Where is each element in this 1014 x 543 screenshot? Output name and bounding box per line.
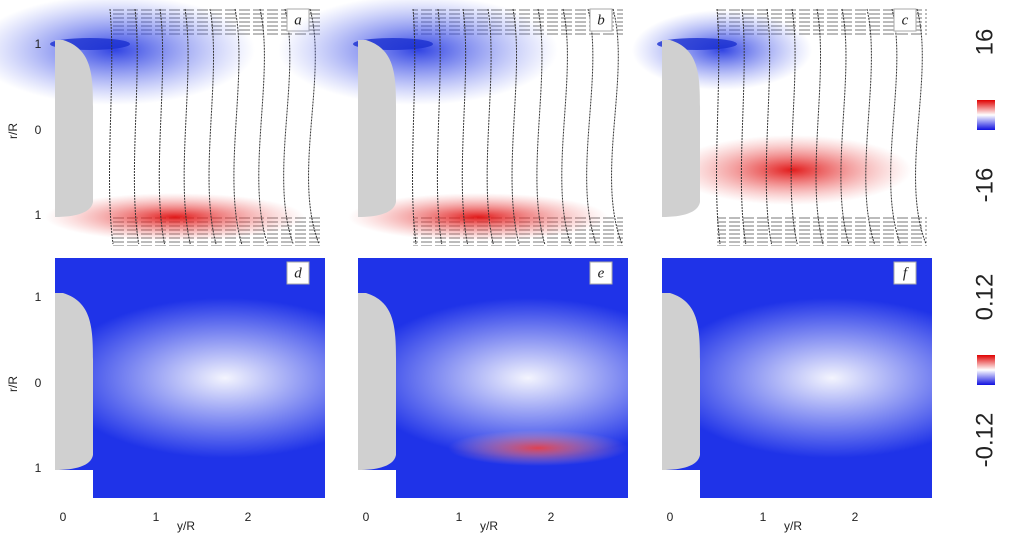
y-tick-label: 1: [35, 461, 42, 475]
negative-vorticity: [278, 0, 558, 105]
lower-gap: [662, 470, 700, 498]
y-tick-label: 0: [35, 123, 42, 137]
colorbar: [977, 100, 995, 130]
shear-field: [55, 298, 395, 458]
colorbar-label: -0.12: [971, 413, 998, 468]
panel: c: [632, 5, 932, 248]
body: [55, 293, 94, 470]
panel-label: a: [294, 12, 302, 28]
velocity-profile: [865, 8, 875, 245]
velocity-profile: [536, 8, 546, 245]
velocity-profile: [233, 8, 243, 245]
y-tick-label: 1: [35, 208, 42, 222]
velocity-profile: [208, 8, 217, 245]
velocity-profile: [840, 8, 850, 245]
x-tick-label: 0: [363, 510, 370, 524]
velocity-profile: [158, 8, 165, 245]
velocity-profile: [890, 8, 901, 245]
x-axis-label: y/R: [480, 519, 498, 533]
panel-label: b: [597, 12, 605, 28]
body: [662, 40, 701, 217]
y-axis-label: r/R: [6, 376, 20, 392]
x-tick-label: 2: [852, 510, 859, 524]
velocity-profile: [815, 8, 824, 245]
x-axis-label: y/R: [177, 519, 195, 533]
body: [358, 40, 397, 217]
x-tick-label: 2: [548, 510, 555, 524]
negative-vorticity: [632, 10, 812, 90]
velocity-profile: [765, 8, 772, 245]
velocity-profile: [412, 8, 417, 245]
velocity-profile: [109, 8, 114, 245]
panel-label: f: [903, 265, 909, 281]
panel-label-box: [589, 8, 613, 32]
vector-hatch: [717, 217, 927, 246]
panel-label: c: [902, 12, 909, 28]
y-tick-label: 1: [35, 37, 42, 51]
body: [662, 293, 701, 470]
panel-label: e: [598, 265, 605, 281]
body: [358, 293, 397, 470]
panel: e: [358, 258, 698, 498]
panel-label: d: [294, 265, 302, 281]
x-tick-label: 0: [60, 510, 67, 524]
velocity-profile: [511, 8, 520, 245]
y-tick-label: 0: [35, 376, 42, 390]
velocity-profile: [436, 8, 443, 245]
velocity-profile: [740, 8, 747, 245]
shear-field: [358, 298, 698, 458]
y-axis-label: r/R: [6, 123, 20, 139]
panel-label-box: [893, 8, 917, 32]
lower-gap: [55, 470, 93, 498]
panel: f: [662, 258, 1002, 498]
lower-gap: [358, 470, 396, 498]
velocity-profile: [611, 8, 623, 245]
x-tick-label: 0: [667, 510, 674, 524]
panel-label-box: [589, 261, 613, 285]
body: [55, 40, 94, 217]
positive-vorticity: [672, 135, 912, 205]
velocity-profile: [461, 8, 468, 245]
panel: d: [55, 258, 395, 498]
velocity-profile: [183, 8, 191, 245]
velocity-profile: [716, 8, 721, 245]
velocity-profile: [283, 8, 294, 245]
x-tick-label: 1: [456, 510, 463, 524]
shear-field: [662, 298, 1002, 458]
velocity-profile: [133, 8, 140, 245]
velocity-profile: [561, 8, 571, 245]
velocity-profile: [790, 8, 798, 245]
x-tick-label: 1: [153, 510, 160, 524]
colorbar-label: 0.12: [971, 274, 998, 321]
colorbar: [977, 355, 995, 385]
y-tick-label: 1: [35, 290, 42, 304]
positive-region: [448, 430, 628, 466]
panel-label-box: [286, 261, 310, 285]
velocity-profile: [258, 8, 268, 245]
panel: a: [0, 0, 325, 248]
panel-label-box: [893, 261, 917, 285]
x-tick-label: 2: [245, 510, 252, 524]
velocity-profile: [486, 8, 494, 245]
colorbar-label: 16: [971, 29, 998, 56]
colorbar-label: -16: [971, 168, 998, 203]
x-axis-label: y/R: [784, 519, 802, 533]
velocity-profile: [915, 8, 927, 245]
velocity-profile: [586, 8, 597, 245]
x-tick-label: 1: [760, 510, 767, 524]
panel: b: [278, 0, 628, 248]
velocity-profile: [308, 8, 320, 245]
